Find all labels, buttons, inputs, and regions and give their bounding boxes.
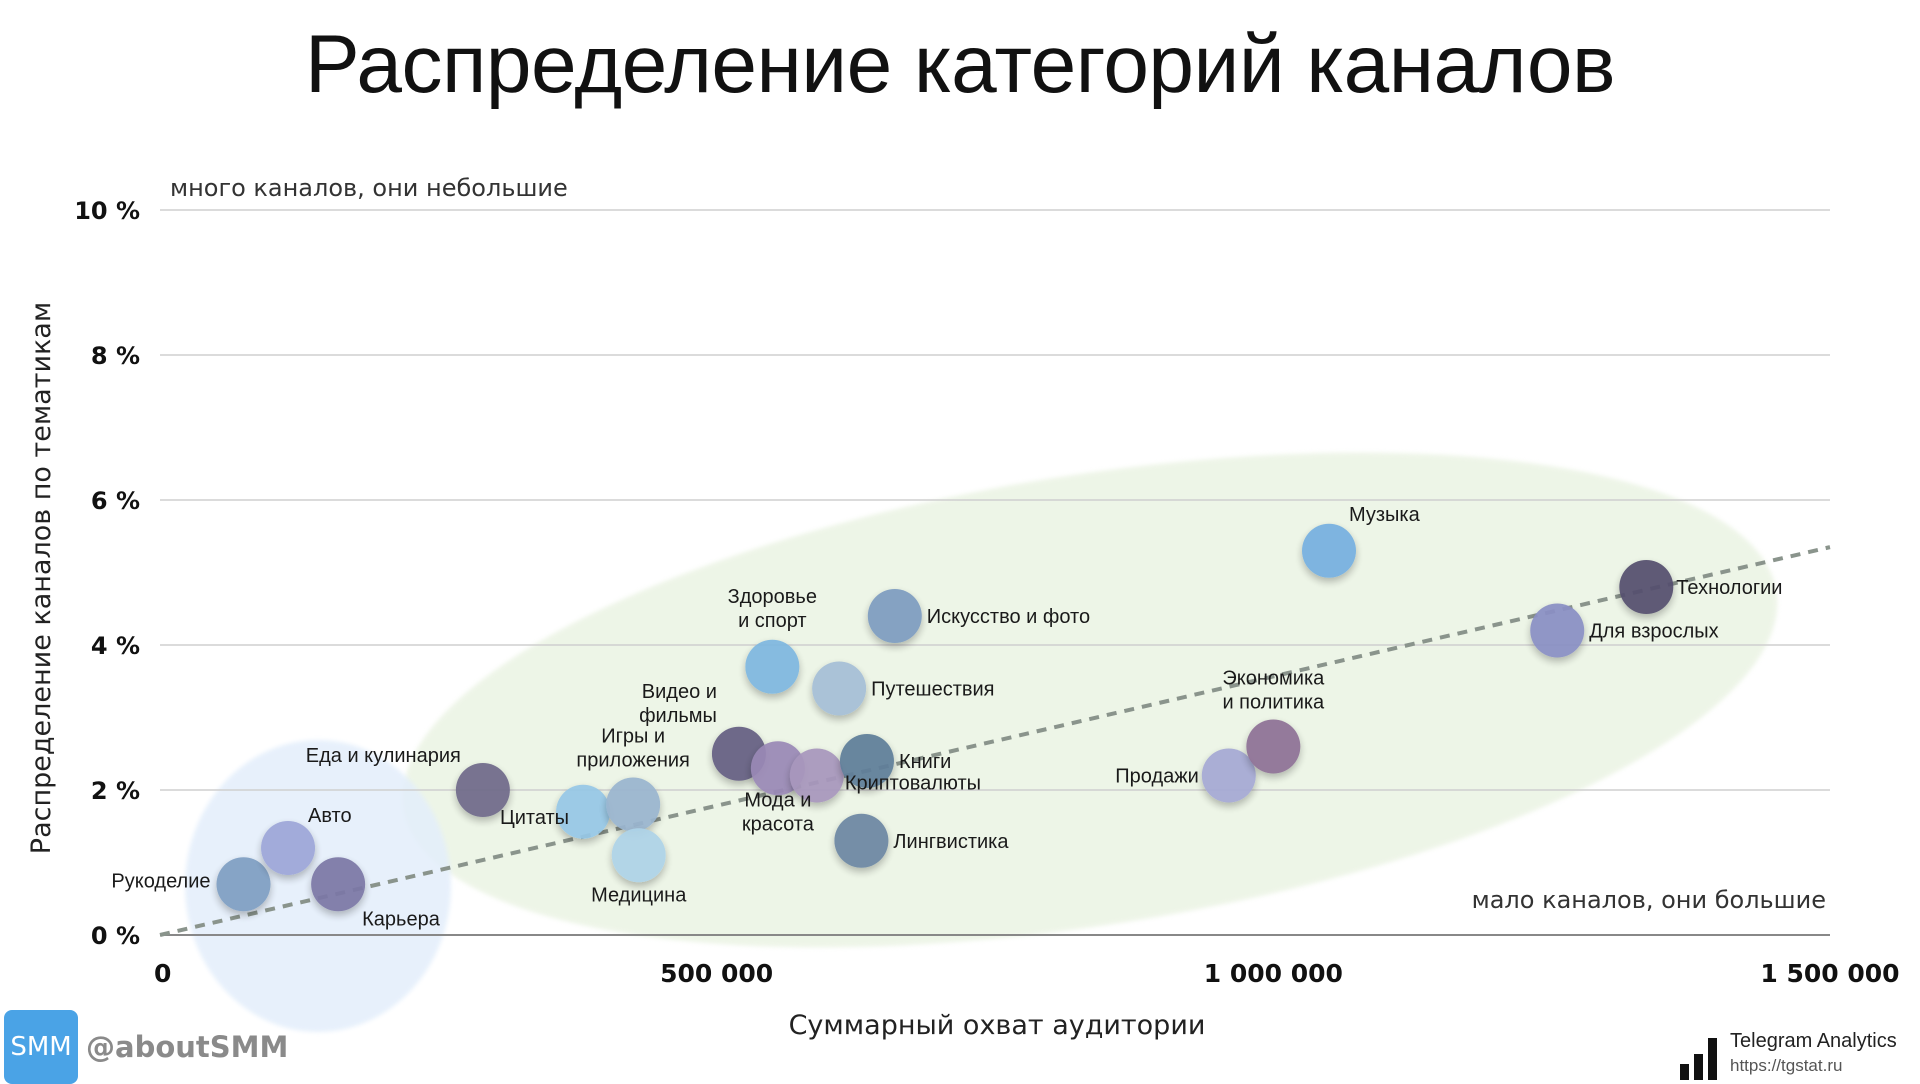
- source-name: Telegram Analytics: [1730, 1030, 1897, 1052]
- point-искусство-и-фото: [867, 589, 922, 643]
- label-цитаты: Цитаты: [500, 807, 569, 829]
- label-здоровье-и-спорт: Здоровье и спорт: [728, 586, 817, 632]
- point-экономика-и-политика: [1246, 719, 1301, 774]
- point-технологии: [1619, 560, 1674, 614]
- label-искусство-и-фото: Искусство и фото: [927, 606, 1090, 628]
- y-tick-label: 8 %: [91, 342, 140, 370]
- x-tick-label: 0: [154, 959, 171, 988]
- x-tick-label: 500 000: [660, 959, 773, 988]
- point-лингвистика: [834, 813, 889, 868]
- label-медицина: Медицина: [591, 884, 687, 906]
- x-axis-ticks: 0 500 000 1 000 000 1 500 000: [154, 959, 1900, 988]
- point-продажи: [1201, 748, 1256, 803]
- y-axis-label: Распределение каналов по тематикам: [26, 302, 57, 854]
- smm-logo: SMM: [4, 1010, 78, 1084]
- point-карьера: [311, 857, 366, 912]
- point-для-взрослых: [1530, 603, 1585, 658]
- bar-chart-icon: [1680, 1038, 1722, 1080]
- label-игры-и-приложения: Игры и приложения: [576, 726, 689, 772]
- label-технологии: Технологии: [1676, 577, 1782, 599]
- point-еда-и-кулинария: [455, 763, 510, 817]
- y-axis-ticks: 0 % 2 % 4 % 6 % 8 % 10 %: [74, 197, 140, 950]
- point-цитаты: [556, 784, 611, 839]
- label-рукоделие: Рукоделие: [111, 870, 210, 892]
- source-url: https://tgstat.ru: [1730, 1056, 1843, 1075]
- x-tick-label: 1 500 000: [1760, 959, 1899, 988]
- y-tick-label: 6 %: [91, 487, 140, 515]
- point-музыка: [1302, 523, 1356, 578]
- y-tick-label: 0 %: [91, 922, 140, 950]
- x-tick-label: 1 000 000: [1204, 959, 1343, 988]
- brand-block: SMM @aboutSMM: [4, 1010, 288, 1084]
- point-медицина: [611, 828, 666, 883]
- label-видео-и-фильмы: Видео и фильмы: [639, 681, 717, 727]
- brand-handle: @aboutSMM: [86, 1030, 289, 1064]
- label-для-взрослых: Для взрослых: [1589, 621, 1718, 643]
- data-points: [216, 523, 1674, 912]
- point-путешествия: [812, 661, 867, 716]
- annotation-top-left: много каналов, они небольшие: [170, 174, 568, 202]
- point-рукоделие: [216, 857, 271, 912]
- point-labels: Рукоделие Авто Карьера Еда и кулинария Цитат…: [111, 504, 1782, 931]
- label-еда-и-кулинария: Еда и кулинария: [306, 745, 461, 767]
- cluster-large-channels: [402, 452, 1778, 948]
- point-авто: [261, 821, 316, 875]
- label-книги: Книги: [899, 751, 951, 773]
- chart-title: Распределение категорий каналов: [304, 19, 1616, 110]
- y-tick-label: 10 %: [74, 197, 140, 225]
- y-tick-label: 4 %: [91, 632, 140, 660]
- y-tick-label: 2 %: [91, 777, 140, 805]
- point-здоровье-и-спорт: [745, 639, 800, 694]
- label-музыка: Музыка: [1349, 504, 1421, 526]
- label-карьера: Карьера: [362, 908, 441, 930]
- x-axis-label: Суммарный охват аудитории: [789, 1010, 1206, 1041]
- annotation-bottom-right: мало каналов, они большие: [1472, 886, 1826, 914]
- label-путешествия: Путешествия: [871, 679, 994, 701]
- label-авто: Авто: [308, 805, 352, 827]
- label-продажи: Продажи: [1115, 766, 1199, 788]
- label-криптовалюты: Криптовалюты: [845, 773, 981, 795]
- point-книги: [839, 734, 894, 788]
- label-экономика-и-политика: Экономика и политика: [1222, 668, 1325, 714]
- label-мода-и-красота: Мода и красота: [742, 789, 815, 835]
- source-block: Telegram Analytics https://tgstat.ru: [1680, 1030, 1916, 1080]
- label-лингвистика: Лингвистика: [893, 831, 1009, 853]
- point-криптовалюты: [789, 748, 844, 803]
- point-игры-и-приложения: [606, 777, 661, 832]
